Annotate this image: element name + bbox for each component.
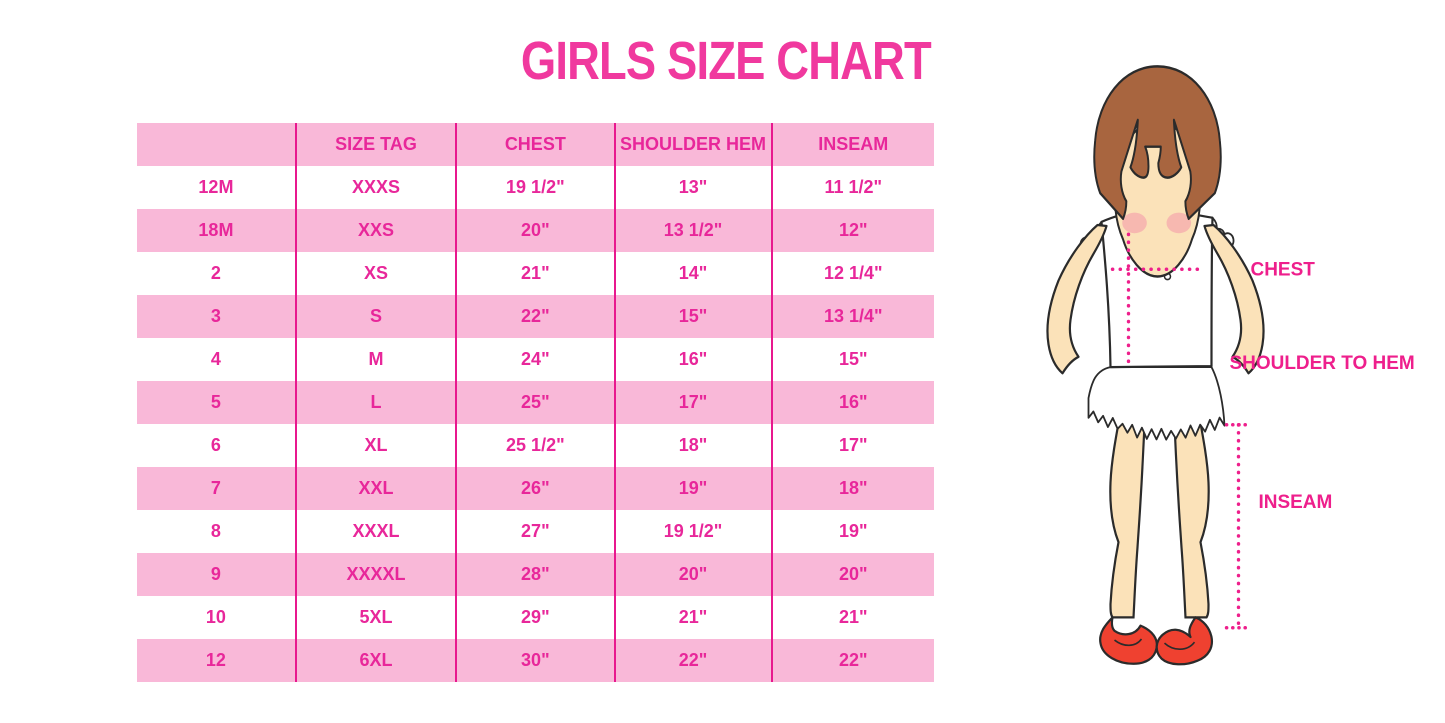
svg-text:SHOULDER TO HEM: SHOULDER TO HEM [1230,353,1415,374]
svg-text:INSEAM: INSEAM [1259,492,1333,513]
svg-text:CHEST: CHEST [1251,259,1316,280]
